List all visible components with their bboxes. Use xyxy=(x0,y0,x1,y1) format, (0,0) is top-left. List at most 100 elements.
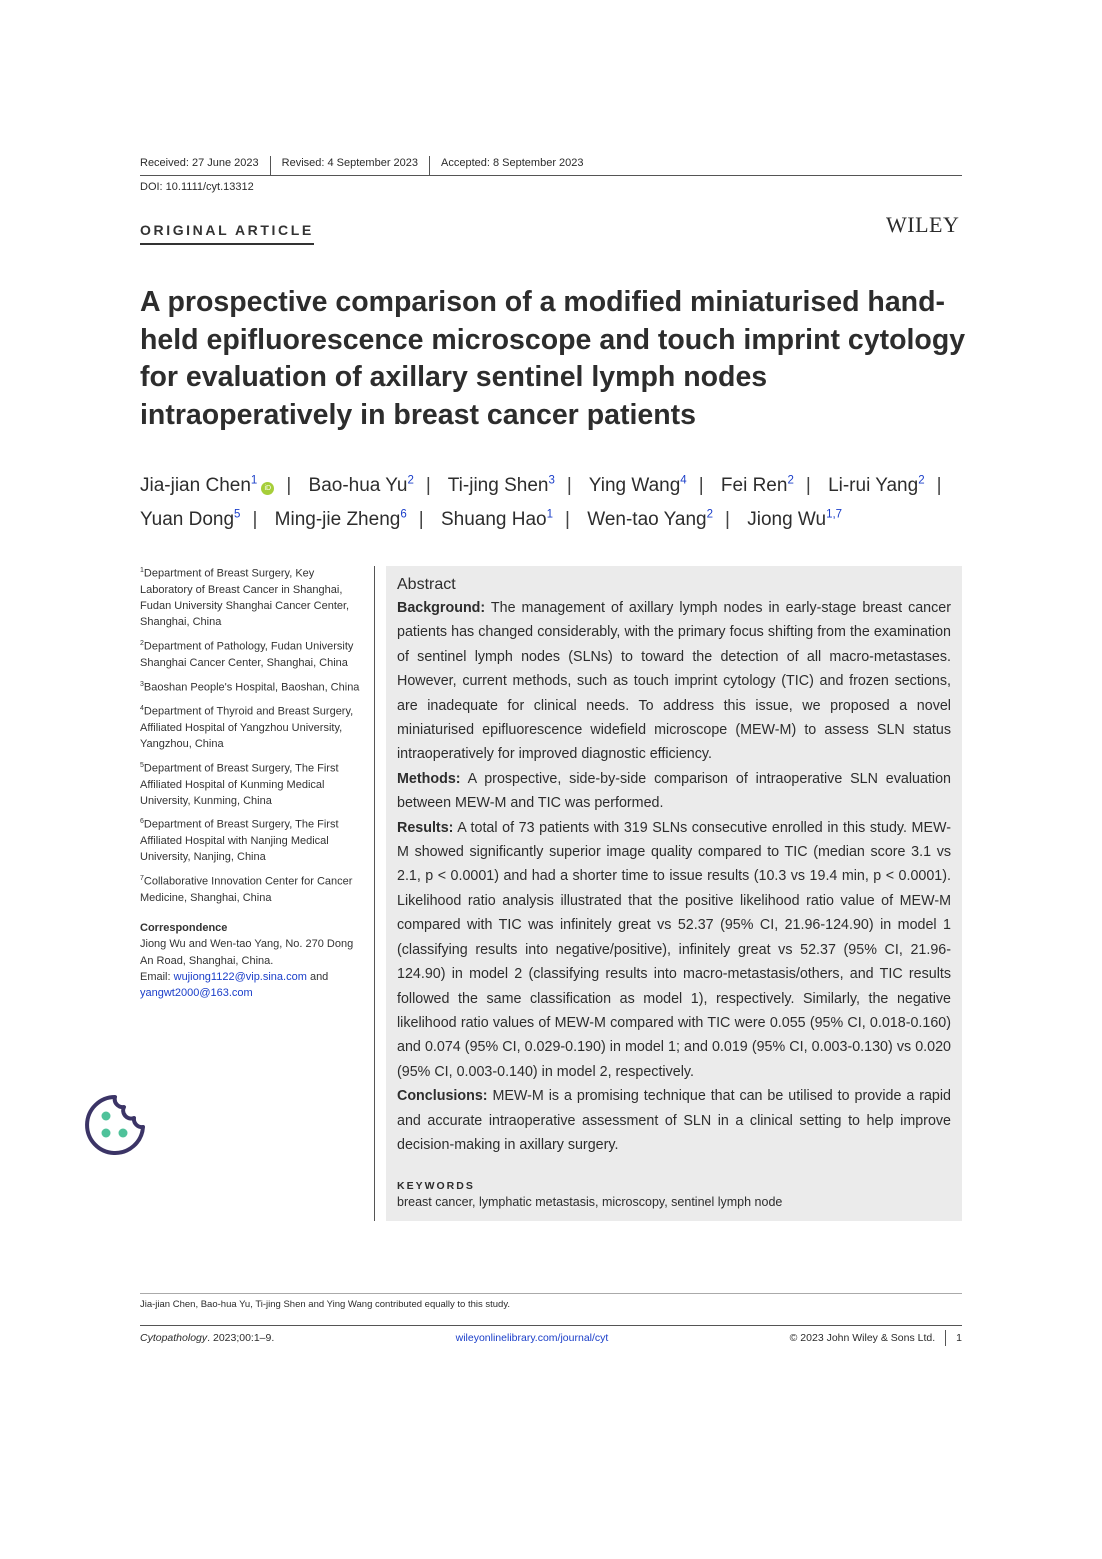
author-separator: | xyxy=(565,509,570,531)
section-label: Conclusions: xyxy=(397,1088,488,1105)
author[interactable]: Fei Ren2 xyxy=(721,475,794,496)
accepted-date: Accepted: 8 September 2023 xyxy=(429,156,594,175)
author-name: Li-rui Yang xyxy=(828,475,919,497)
author[interactable]: Jia-jian Chen1iD xyxy=(140,475,275,496)
cookie-settings-icon[interactable] xyxy=(84,1094,146,1161)
article-title: A prospective comparison of a modified m… xyxy=(140,286,966,431)
correspondence-heading: Correspondence xyxy=(140,922,228,935)
author[interactable]: Shuang Hao1 xyxy=(441,509,553,530)
affiliation-text: Collaborative Innovation Center for Canc… xyxy=(140,875,353,905)
correspondence: Correspondence Jiong Wu and Wen-tao Yang… xyxy=(140,920,365,1001)
author-affiliation-ref: 6 xyxy=(400,508,407,521)
doi: DOI: 10.1111/cyt.13312 xyxy=(140,181,254,193)
author-affiliation-ref: 3 xyxy=(548,475,555,487)
author[interactable]: Li-rui Yang2 xyxy=(828,475,925,496)
author-name: Bao-hua Yu xyxy=(308,475,408,497)
citation: Cytopathology. 2023;00:1–9. xyxy=(140,1332,274,1344)
author-name: Ming-jie Zheng xyxy=(274,509,401,531)
divider xyxy=(140,1325,962,1326)
and-text: and xyxy=(306,970,329,983)
publisher-logo: WILEY xyxy=(886,212,960,237)
author-separator: | xyxy=(252,509,258,531)
author[interactable]: Ying Wang4 xyxy=(589,475,687,496)
section-text: A prospective, side-by-side comparison o… xyxy=(397,770,951,812)
journal-url-link[interactable]: wileyonlinelibrary.com/journal/cyt xyxy=(455,1332,609,1344)
affiliation-text: Department of Breast Surgery, The First … xyxy=(140,762,339,807)
author[interactable]: Ming-jie Zheng6 xyxy=(275,509,407,530)
abstract-section: Methods: A prospective, side-by-side com… xyxy=(397,767,951,816)
email-label: Email: xyxy=(140,970,174,983)
section-label: Results: xyxy=(397,819,454,836)
copyright: © 2023 John Wiley & Sons Ltd. xyxy=(789,1332,936,1344)
revised-date: Revised: 4 September 2023 xyxy=(269,156,429,175)
affiliation-number: 2 xyxy=(140,639,144,647)
correspondence-text: Jiong Wu and Wen-tao Yang, No. 270 Dong … xyxy=(140,938,354,967)
author-separator: | xyxy=(805,475,811,497)
divider xyxy=(140,1293,962,1294)
affiliation-text: Department of Breast Surgery, The First … xyxy=(140,819,339,864)
keywords: breast cancer, lymphatic metastasis, mic… xyxy=(397,1195,783,1210)
author-affiliation-ref: 2 xyxy=(407,475,414,487)
affiliation-text: Department of Thyroid and Breast Surgery… xyxy=(140,705,354,750)
author[interactable]: Ti-jing Shen3 xyxy=(448,475,555,496)
author-affiliation-ref: 4 xyxy=(680,475,687,487)
orcid-icon[interactable]: iD xyxy=(261,482,275,496)
author-separator: | xyxy=(286,475,292,497)
affiliation-number: 6 xyxy=(140,818,144,826)
author-affiliation-ref: 1 xyxy=(250,475,258,487)
author-affiliation-ref: 1,7 xyxy=(826,508,843,521)
page-number: 1 xyxy=(945,1330,962,1346)
author-affiliation-ref: 1 xyxy=(546,508,554,521)
affiliation: 3Baoshan People's Hospital, Baoshan, Chi… xyxy=(140,677,365,696)
email-link-2[interactable]: yangwt2000@163.com xyxy=(140,987,253,1000)
author-separator: | xyxy=(725,509,730,531)
author-name: Shuang Hao xyxy=(440,509,547,531)
author[interactable]: Wen-tao Yang2 xyxy=(587,509,713,530)
abstract-section: Background: The management of axillary l… xyxy=(397,596,951,767)
author-name: Jiong Wu xyxy=(747,509,827,531)
keywords-heading: KEYWORDS xyxy=(397,1180,475,1193)
author-affiliation-ref: 5 xyxy=(234,508,241,521)
page-footer: Cytopathology. 2023;00:1–9. wileyonlinel… xyxy=(140,1330,962,1346)
section-label: Methods: xyxy=(397,770,461,787)
author-name: Wen-tao Yang xyxy=(587,509,707,531)
author-separator: | xyxy=(936,475,942,497)
section-label: Background: xyxy=(397,600,486,616)
author-name: Fei Ren xyxy=(720,475,788,497)
abstract-heading: Abstract xyxy=(397,576,456,593)
abstract-section: Conclusions: MEW-M is a promising techni… xyxy=(397,1084,951,1157)
author-separator: | xyxy=(698,475,704,497)
author-separator: | xyxy=(566,475,572,497)
column-divider xyxy=(374,566,375,1221)
author-affiliation-ref: 2 xyxy=(706,508,714,521)
affiliation-text: Department of Breast Surgery, Key Labora… xyxy=(140,567,350,629)
affiliation-number: 1 xyxy=(140,567,144,574)
affiliation: 4Department of Thyroid and Breast Surger… xyxy=(140,701,365,752)
author-affiliation-ref: 2 xyxy=(787,475,794,487)
equal-contribution-note: Jia-jian Chen, Bao-hua Yu, Ti-jing Shen … xyxy=(140,1299,511,1310)
affiliation: 5Department of Breast Surgery, The First… xyxy=(140,758,365,809)
author-list: Jia-jian Chen1iD | Bao-hua Yu2 | Ti-jing S… xyxy=(140,467,970,535)
author-affiliation-ref: 2 xyxy=(918,475,925,487)
article-type: ORIGINAL ARTICLE xyxy=(140,222,314,245)
affiliation-number: 7 xyxy=(140,875,144,883)
article-dates: Received: 27 June 2023 Revised: 4 Septem… xyxy=(140,156,962,176)
affiliation-number: 3 xyxy=(140,680,144,688)
author-name: Yuan Dong xyxy=(140,509,235,531)
email-link-1[interactable]: wujiong1122@vip.sina.com xyxy=(173,970,307,983)
affiliation-number: 5 xyxy=(140,761,144,769)
author[interactable]: Bao-hua Yu2 xyxy=(309,475,414,496)
author-separator: | xyxy=(418,509,424,531)
affiliation: 6Department of Breast Surgery, The First… xyxy=(140,814,365,865)
citation-text: . 2023;00:1–9. xyxy=(207,1332,275,1344)
author-separator: | xyxy=(425,475,431,497)
journal-name: Cytopathology xyxy=(140,1332,208,1344)
section-text: A total of 73 patients with 319 SLNs con… xyxy=(397,819,951,1080)
author[interactable]: Yuan Dong5 xyxy=(140,509,240,530)
affiliation-number: 4 xyxy=(140,704,144,712)
author[interactable]: Jiong Wu1,7 xyxy=(747,509,842,530)
section-text: The management of axillary lymph nodes i… xyxy=(397,600,951,763)
affiliation: 2Department of Pathology, Fudan Universi… xyxy=(140,636,365,671)
author-name: Ying Wang xyxy=(588,475,681,497)
author-name: Ti-jing Shen xyxy=(447,475,549,497)
